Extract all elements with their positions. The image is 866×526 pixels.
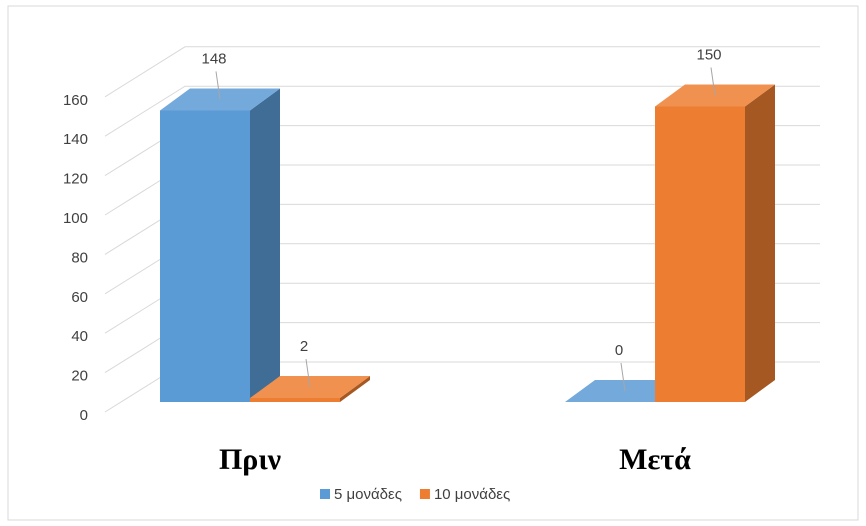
y-tick-label: 0 [80,407,88,424]
legend-swatch [320,489,330,499]
legend-swatch [419,489,430,499]
bar-side [340,376,370,402]
bar-side [250,88,280,402]
y-tick-label: 120 [63,171,88,188]
bar [655,84,775,402]
y-tick-label: 160 [63,92,88,109]
y-tick-label: 40 [71,328,88,345]
y-tick-label: 60 [71,289,88,306]
bar-front [160,110,250,402]
label-leader [215,71,221,100]
bar-side [745,84,775,402]
data-label: 150 [696,46,721,63]
bar-front [655,106,745,402]
y-tick-label: 140 [63,131,88,148]
x-tick-label: Πριν [219,443,282,476]
label-leader [710,67,716,96]
data-label: 148 [201,50,226,67]
data-label: 0 [615,342,623,359]
grid-line [104,85,820,137]
grid-line [104,46,820,98]
x-tick-label: Μετά [619,443,691,476]
y-tick-label: 100 [63,210,88,227]
data-label: 2 [300,338,308,355]
y-tick-label: 80 [71,249,88,266]
y-tick-label: 20 [71,368,88,385]
legend-label: 10 μονάδες [434,486,510,503]
bar-front [250,398,340,402]
label-leader [620,362,626,392]
label-leader [305,358,311,388]
bar [160,88,280,402]
legend-label: 5 μονάδες [334,486,402,503]
